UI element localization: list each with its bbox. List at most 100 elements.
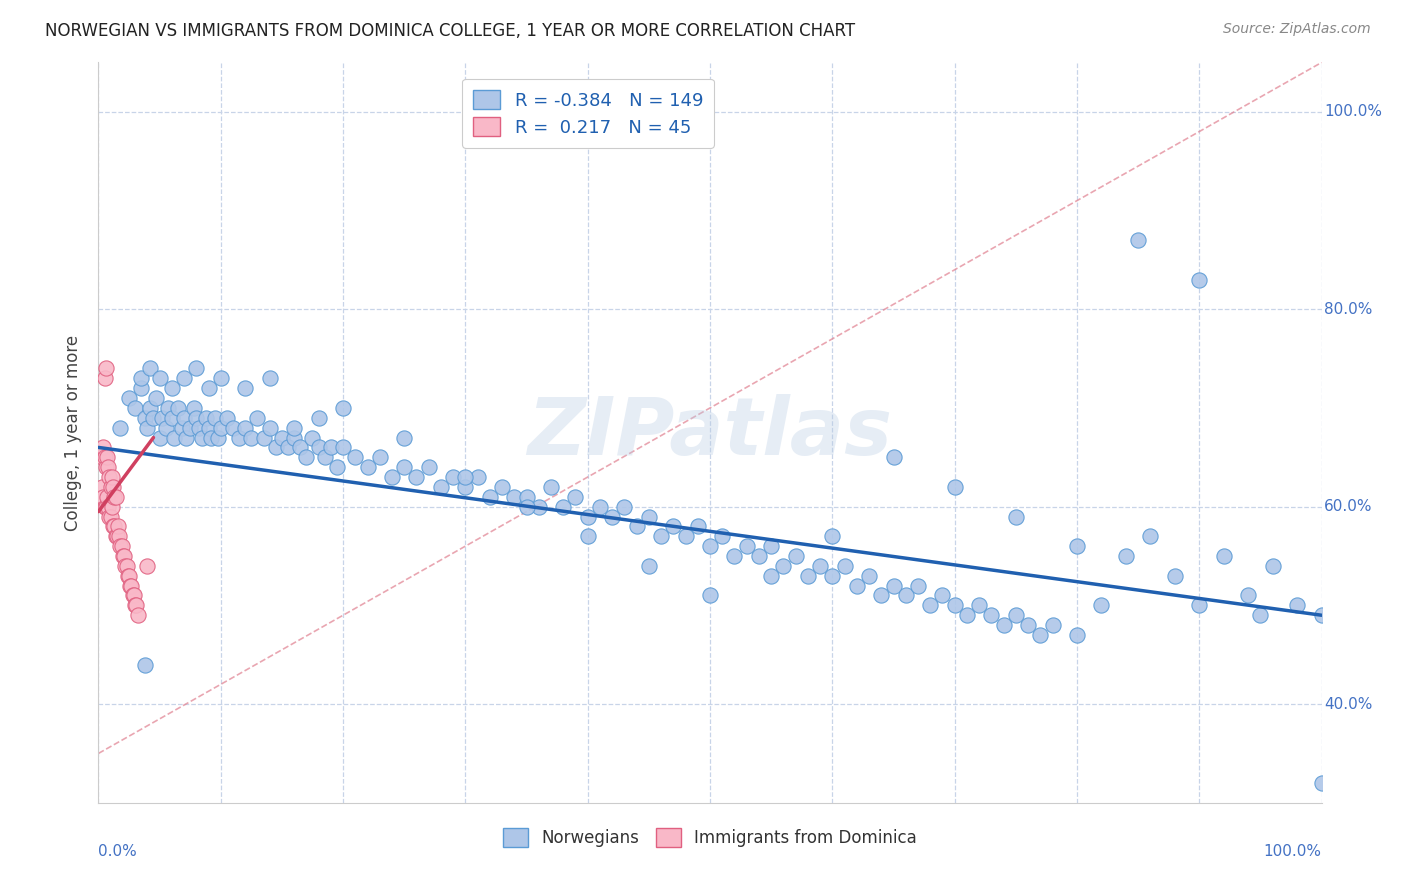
Point bbox=[179, 420, 201, 434]
Point bbox=[600, 509, 623, 524]
Point bbox=[173, 371, 195, 385]
Point bbox=[883, 579, 905, 593]
Point bbox=[97, 460, 120, 475]
Point bbox=[111, 539, 134, 553]
Point bbox=[735, 539, 758, 553]
Point bbox=[110, 539, 132, 553]
Point bbox=[139, 401, 162, 415]
Point bbox=[197, 381, 219, 395]
Point bbox=[91, 441, 114, 455]
Point bbox=[515, 490, 537, 504]
Point bbox=[1188, 272, 1211, 286]
Legend: Norwegians, Immigrants from Dominica: Norwegians, Immigrants from Dominica bbox=[496, 822, 924, 854]
Point bbox=[613, 500, 636, 514]
Point bbox=[418, 460, 440, 475]
Point bbox=[920, 599, 942, 613]
Point bbox=[503, 490, 526, 504]
Point bbox=[772, 558, 794, 573]
Point bbox=[637, 558, 661, 573]
Point bbox=[283, 420, 305, 434]
Point bbox=[332, 441, 354, 455]
Point bbox=[259, 371, 281, 385]
Point bbox=[1212, 549, 1234, 563]
Point bbox=[101, 500, 124, 514]
Point bbox=[821, 568, 844, 582]
Point bbox=[103, 490, 125, 504]
Point bbox=[97, 500, 120, 514]
Point bbox=[191, 431, 214, 445]
Point bbox=[209, 420, 232, 434]
Point bbox=[553, 500, 575, 514]
Point bbox=[686, 519, 709, 533]
Point bbox=[392, 460, 416, 475]
Point bbox=[980, 608, 1002, 623]
Point bbox=[96, 490, 118, 504]
Point bbox=[94, 460, 117, 475]
Point bbox=[1249, 608, 1271, 623]
Point bbox=[111, 549, 134, 563]
Point bbox=[103, 519, 125, 533]
Point bbox=[314, 450, 336, 465]
Point bbox=[222, 420, 245, 434]
Point bbox=[209, 371, 232, 385]
Point bbox=[858, 568, 880, 582]
Point bbox=[332, 401, 354, 415]
Point bbox=[100, 509, 122, 524]
Point bbox=[121, 589, 143, 603]
Point bbox=[1004, 509, 1026, 524]
Point bbox=[259, 420, 281, 434]
Point bbox=[118, 568, 141, 582]
Point bbox=[195, 410, 218, 425]
Point bbox=[228, 431, 250, 445]
Point bbox=[1029, 628, 1052, 642]
Text: 100.0%: 100.0% bbox=[1324, 104, 1382, 120]
Point bbox=[723, 549, 745, 563]
Point bbox=[252, 431, 274, 445]
Point bbox=[295, 450, 318, 465]
Point bbox=[993, 618, 1015, 632]
Point bbox=[967, 599, 990, 613]
Text: ZIPatlas: ZIPatlas bbox=[527, 393, 893, 472]
Point bbox=[176, 431, 198, 445]
Point bbox=[761, 568, 783, 582]
Point bbox=[98, 509, 121, 524]
Point bbox=[943, 599, 966, 613]
Point bbox=[441, 470, 464, 484]
Point bbox=[368, 450, 391, 465]
Point bbox=[91, 480, 114, 494]
Point bbox=[699, 589, 721, 603]
Point bbox=[675, 529, 697, 543]
Point bbox=[125, 599, 148, 613]
Point bbox=[748, 549, 770, 563]
Point bbox=[711, 529, 734, 543]
Point bbox=[139, 361, 162, 376]
Point bbox=[1004, 608, 1026, 623]
Point bbox=[845, 579, 868, 593]
Point bbox=[134, 657, 156, 672]
Point bbox=[129, 381, 152, 395]
Point bbox=[136, 420, 159, 434]
Point bbox=[1090, 599, 1112, 613]
Point bbox=[215, 410, 238, 425]
Point bbox=[589, 500, 612, 514]
Point bbox=[246, 410, 269, 425]
Point bbox=[699, 539, 721, 553]
Point bbox=[187, 420, 209, 434]
Point bbox=[207, 431, 229, 445]
Point bbox=[204, 410, 226, 425]
Point bbox=[540, 480, 562, 494]
Point bbox=[150, 410, 173, 425]
Point bbox=[104, 490, 127, 504]
Point bbox=[326, 460, 349, 475]
Point bbox=[576, 509, 599, 524]
Y-axis label: College, 1 year or more: College, 1 year or more bbox=[65, 334, 83, 531]
Point bbox=[626, 519, 648, 533]
Point bbox=[149, 371, 172, 385]
Point bbox=[1139, 529, 1161, 543]
Point bbox=[112, 549, 135, 563]
Point bbox=[883, 450, 905, 465]
Point bbox=[98, 470, 121, 484]
Point bbox=[894, 589, 917, 603]
Point bbox=[662, 519, 685, 533]
Point bbox=[931, 589, 953, 603]
